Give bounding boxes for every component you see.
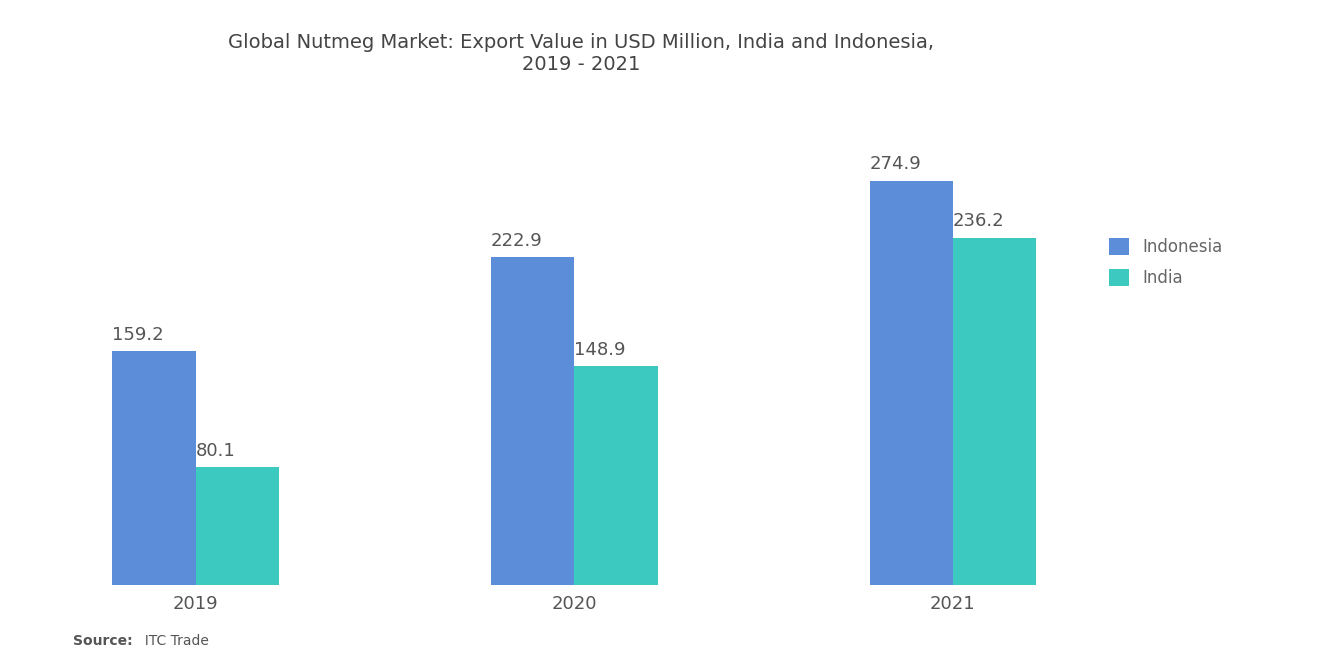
Text: 148.9: 148.9 xyxy=(574,340,626,359)
Legend: Indonesia, India: Indonesia, India xyxy=(1101,229,1232,296)
Text: 80.1: 80.1 xyxy=(195,442,235,460)
Text: ITC Trade: ITC Trade xyxy=(136,634,209,648)
Text: Source:: Source: xyxy=(73,634,132,648)
Text: Global Nutmeg Market: Export Value in USD Million, India and Indonesia,
2019 - 2: Global Nutmeg Market: Export Value in US… xyxy=(228,33,933,74)
Bar xyxy=(870,181,953,585)
Text: 236.2: 236.2 xyxy=(953,212,1005,230)
Bar xyxy=(953,237,1036,585)
Text: 222.9: 222.9 xyxy=(491,232,543,250)
Text: 274.9: 274.9 xyxy=(870,156,921,174)
Bar xyxy=(574,366,657,585)
Text: 159.2: 159.2 xyxy=(112,326,164,344)
Bar xyxy=(195,467,279,585)
Bar xyxy=(491,257,574,585)
Bar xyxy=(112,351,195,585)
